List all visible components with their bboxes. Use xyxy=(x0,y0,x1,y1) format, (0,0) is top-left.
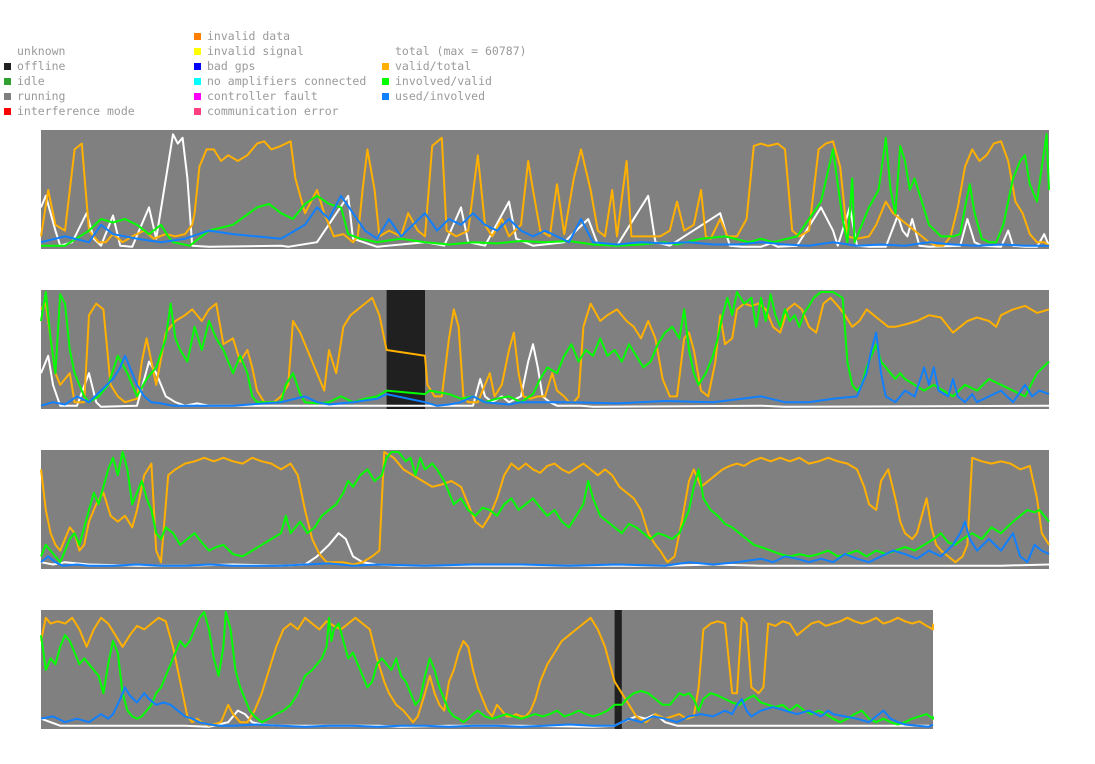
series-involved-valid-line-row-4 xyxy=(40,611,934,726)
legend-swatch xyxy=(194,48,201,55)
legend-swatch xyxy=(382,93,389,100)
series-involved-valid-line-row-1 xyxy=(41,133,1050,247)
legend-swatch xyxy=(4,93,11,100)
legend-label: unknown xyxy=(17,44,66,58)
legend-swatch xyxy=(194,108,201,115)
legend-item-bad-gps: bad gps xyxy=(194,59,256,74)
legend-swatch xyxy=(4,78,11,85)
legend-item-used-involved: used/involved xyxy=(382,89,486,104)
legend-item-no-amplifiers: no amplifiers connected xyxy=(194,74,367,89)
series-used-involved-line-row-3 xyxy=(40,520,1050,567)
series-valid-total-line-row-3 xyxy=(40,451,1050,566)
legend-item-invalid-signal: invalid signal xyxy=(194,44,304,59)
legend-item-valid-total: valid/total xyxy=(382,59,472,74)
legend-label: interference mode xyxy=(17,104,135,118)
series-total-line-row-3 xyxy=(40,532,1050,567)
series-valid-total-line-row-1 xyxy=(40,136,1050,247)
legend-label: idle xyxy=(17,74,45,88)
legend-swatch xyxy=(4,108,11,115)
legend-swatch xyxy=(382,78,389,85)
series-used-involved-line-row-2 xyxy=(40,331,1050,407)
legend-label: invalid data xyxy=(207,29,291,43)
legend-swatch xyxy=(194,93,201,100)
legend-item-unknown: unknown xyxy=(17,44,65,59)
legend-label: communication error xyxy=(207,104,339,118)
series-used-involved-line-row-1 xyxy=(40,194,1049,247)
legend-item-idle: idle xyxy=(4,74,45,89)
legend-item-interference-mode: interference mode xyxy=(4,104,135,119)
legend-swatch xyxy=(382,63,389,70)
legend-item-communication-error: communication error xyxy=(194,104,339,119)
legend-swatch xyxy=(194,63,201,70)
legend-item-offline: offline xyxy=(4,59,66,74)
legend-item-involved-valid: involved/valid xyxy=(382,74,492,89)
legend-label: no amplifiers connected xyxy=(207,74,367,88)
legend-item-controller-fault: controller fault xyxy=(194,89,318,104)
legend-label: offline xyxy=(17,59,66,73)
legend-label: running xyxy=(17,89,66,103)
legend-swatch xyxy=(194,78,201,85)
status-span-offline xyxy=(386,290,425,409)
series-used-involved-line-row-4 xyxy=(40,686,934,728)
legend-label: invalid signal xyxy=(207,44,304,58)
series-valid-total-line-row-4 xyxy=(40,616,934,727)
series-valid-total-line-row-2 xyxy=(40,296,1050,404)
legend-label: used/involved xyxy=(395,89,486,103)
series-involved-valid-line-row-2 xyxy=(40,291,1050,405)
legend-item-invalid-data: invalid data xyxy=(194,29,291,44)
legend-label: total (max = 60787) xyxy=(395,44,527,58)
legend-swatch xyxy=(194,33,201,40)
legend-swatch xyxy=(4,63,11,70)
legend-item-total: total (max = 60787) xyxy=(395,44,527,59)
status-span-offline xyxy=(614,610,622,729)
legend-label: involved/valid xyxy=(395,74,492,88)
legend-label: valid/total xyxy=(395,59,472,73)
legend-item-running: running xyxy=(4,89,66,104)
legend-label: bad gps xyxy=(207,59,256,73)
legend-label: controller fault xyxy=(207,89,318,103)
legend: unknown offline idle running interferenc… xyxy=(0,0,1095,125)
